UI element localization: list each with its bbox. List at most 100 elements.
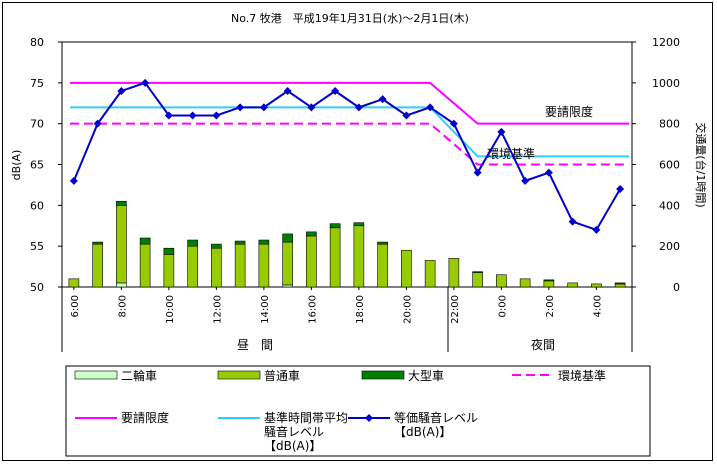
x-tick-label: 6:00 xyxy=(70,295,81,317)
legend-marker-leq xyxy=(365,414,373,422)
bar-truck xyxy=(116,200,127,206)
leq-point xyxy=(568,217,577,226)
reference-line-standard xyxy=(70,122,629,166)
leq-point xyxy=(283,87,292,95)
leq-line xyxy=(72,81,621,232)
leq-point xyxy=(236,103,245,112)
bar-motorcycle xyxy=(282,284,293,288)
leq-point xyxy=(141,78,150,87)
legend-box xyxy=(65,365,651,457)
bar-car xyxy=(496,274,507,288)
legend-swatch-truck xyxy=(361,370,405,380)
bar-truck xyxy=(258,239,270,245)
legend-swatch-motorcycle xyxy=(74,370,118,380)
legend-label-average: 基準時間帯平均 xyxy=(264,410,348,425)
bar-car xyxy=(139,243,151,288)
legend-label-leq: 等価騒音レベル xyxy=(394,410,478,425)
leq-point xyxy=(117,87,126,95)
left-tick-label: 70 xyxy=(30,118,44,131)
leq-point xyxy=(307,103,316,112)
bar-car xyxy=(448,258,460,288)
leq-point xyxy=(259,103,268,112)
bar-truck xyxy=(282,233,293,243)
bar-car xyxy=(234,243,246,288)
bar-truck xyxy=(187,239,198,247)
legend-label-car: 普通車 xyxy=(264,369,300,383)
left-tick-label: 60 xyxy=(30,199,44,212)
x-tick-label: 8:00 xyxy=(117,295,128,317)
left-tick-label: 55 xyxy=(30,240,44,253)
right-tick-label: 800 xyxy=(659,118,680,131)
bar-car xyxy=(614,283,626,288)
leq-point xyxy=(473,168,482,177)
leq-point xyxy=(164,111,173,120)
bar-truck xyxy=(614,282,626,285)
bar-truck xyxy=(234,240,246,245)
reference-line-limit xyxy=(70,81,629,125)
legend-label-average: 【dB(A)】 xyxy=(264,439,321,453)
right-tick-label: 400 xyxy=(659,199,680,212)
bar-car xyxy=(306,235,317,288)
bar-car xyxy=(116,205,127,284)
x-tick-label: 12:00 xyxy=(212,295,223,324)
bar-car xyxy=(68,278,80,288)
leq-point xyxy=(449,119,458,128)
label-limit: 要請限度 xyxy=(545,104,593,119)
legend-label-average: 騒音レベル xyxy=(264,424,324,439)
x-tick-label: 2:00 xyxy=(545,295,556,317)
bar-car xyxy=(377,243,388,288)
bar-car xyxy=(401,249,412,288)
bar-car xyxy=(92,243,103,288)
bar-truck xyxy=(306,231,317,237)
right-tick-label: 600 xyxy=(659,159,680,172)
bar-car xyxy=(353,225,365,288)
left-tick-label: 80 xyxy=(30,36,44,49)
bar-truck xyxy=(163,247,175,255)
period-day-label: 昼 間 xyxy=(237,338,273,352)
legend-label-leq: 【dB(A)】 xyxy=(394,425,451,439)
legend-label-limit: 要請限度 xyxy=(121,410,169,425)
leq-point xyxy=(544,168,553,177)
leq-point xyxy=(212,111,221,120)
x-tick-label: 20:00 xyxy=(402,295,413,324)
leq-point xyxy=(592,225,601,234)
bar-car xyxy=(424,260,436,288)
leq-point xyxy=(402,111,411,120)
left-tick-label: 75 xyxy=(30,77,44,90)
y-axis-left-title: dB(A) xyxy=(10,150,23,181)
leq-point xyxy=(93,119,102,128)
x-tick-label: 14:00 xyxy=(260,295,271,324)
bar-car xyxy=(472,272,483,288)
bar-car xyxy=(282,241,293,286)
leq-point xyxy=(378,95,387,104)
bar-truck xyxy=(543,279,555,282)
leq-point xyxy=(188,111,197,120)
bar-car xyxy=(567,282,578,288)
bar-car xyxy=(211,247,222,288)
leq-point xyxy=(69,176,78,185)
bar-truck xyxy=(139,237,151,245)
legend-label-truck: 大型車 xyxy=(408,369,444,383)
period-night-label: 夜間 xyxy=(531,337,555,352)
bar-car xyxy=(329,227,341,288)
bar-truck xyxy=(211,243,222,249)
leq-point xyxy=(497,127,506,136)
bar-car xyxy=(163,254,175,288)
left-tick-label: 50 xyxy=(30,281,44,294)
leq-point xyxy=(616,185,625,193)
x-tick-label: 10:00 xyxy=(165,295,176,324)
legend-label-standard: 環境基準 xyxy=(558,368,606,383)
leq-point xyxy=(521,176,530,185)
x-tick-label: 16:00 xyxy=(307,295,318,324)
bar-truck xyxy=(377,241,388,245)
right-tick-label: 0 xyxy=(673,281,680,294)
bar-motorcycle xyxy=(116,282,127,288)
bar-car xyxy=(187,245,198,288)
bar-truck xyxy=(92,241,103,245)
legend-swatch-car xyxy=(217,370,261,380)
y-axis-right-title: 交通量(台/1時間) xyxy=(694,122,708,207)
bar-truck xyxy=(353,222,365,227)
right-tick-label: 1200 xyxy=(652,36,680,49)
right-tick-label: 1000 xyxy=(652,77,680,90)
